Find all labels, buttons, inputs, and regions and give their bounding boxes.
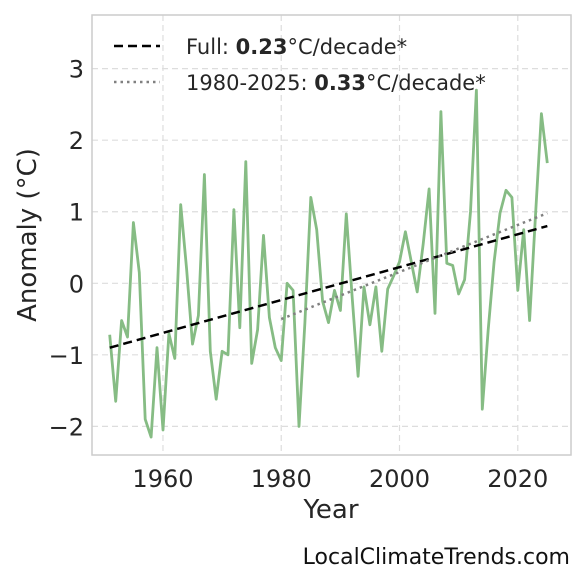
y-tick-label: −1 <box>49 342 84 370</box>
legend-label-recent: 1980-2025: 0.33°C/decade* <box>186 71 486 95</box>
x-axis-label: Year <box>302 495 358 525</box>
x-tick-labels: 1960 1980 2000 2020 <box>132 465 548 493</box>
watermark: LocalClimateTrends.com <box>302 545 570 570</box>
y-axis-label: Anomaly (°C) <box>13 148 43 322</box>
legend-full-prefix: Full: <box>186 35 236 59</box>
x-tick-label: 1980 <box>251 465 312 493</box>
legend-recent-value: 0.33 <box>314 71 366 95</box>
y-tick-labels: −2 −1 0 1 2 3 <box>49 56 84 442</box>
y-tick-label: 1 <box>69 199 84 227</box>
legend-recent-prefix: 1980-2025: <box>186 71 314 95</box>
x-tick-label: 2020 <box>487 465 548 493</box>
legend-recent-suffix: °C/decade* <box>366 71 486 95</box>
trends-layer <box>109 212 548 349</box>
y-tick-label: 3 <box>69 56 84 84</box>
x-tick-label: 1960 <box>132 465 193 493</box>
y-tick-label: 2 <box>69 127 84 155</box>
x-tick-label: 2000 <box>369 465 430 493</box>
plot-frame <box>91 14 572 456</box>
legend-label-full: Full: 0.23°C/decade* <box>186 35 407 59</box>
y-tick-label: 0 <box>69 270 84 298</box>
legend: Full: 0.23°C/decade* 1980-2025: 0.33°C/d… <box>114 35 486 95</box>
trend-line-full <box>109 224 548 349</box>
trend-line-recent <box>280 212 548 321</box>
series-layer <box>108 88 549 439</box>
legend-full-suffix: °C/decade* <box>288 35 408 59</box>
y-tick-label: −2 <box>49 413 84 441</box>
legend-full-value: 0.23 <box>236 35 288 59</box>
plot-background <box>92 15 571 455</box>
